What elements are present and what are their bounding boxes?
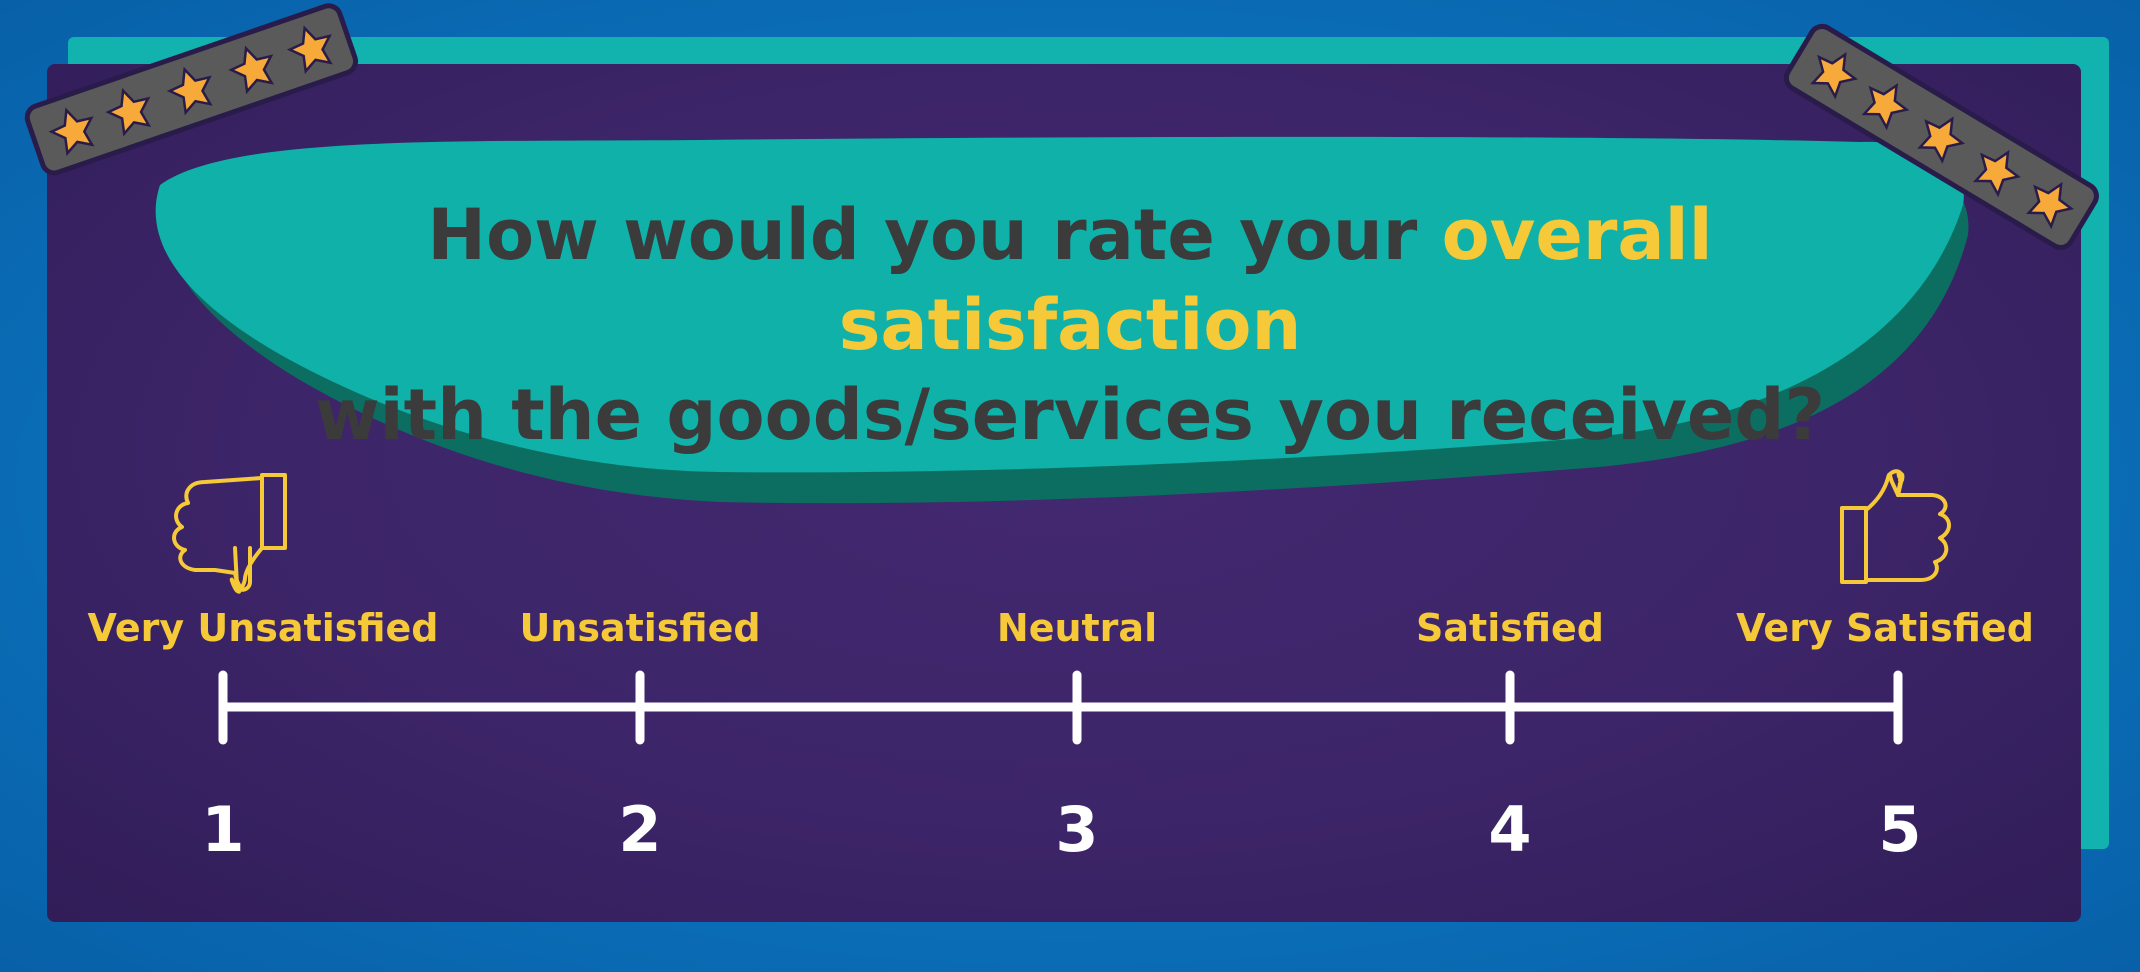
- label-neutral: Neutral: [996, 606, 1158, 650]
- rating-option-4[interactable]: 4: [1488, 793, 1532, 866]
- rating-option-5[interactable]: 5: [1878, 793, 1922, 866]
- label-unsatisfied: Unsatisfied: [519, 606, 761, 650]
- thumbs-up-icon: [1840, 469, 1951, 584]
- star-icon: [166, 66, 213, 116]
- label-satisfied: Satisfied: [1416, 606, 1604, 650]
- star-icon: [2026, 181, 2075, 230]
- star-icon: [1972, 149, 2021, 198]
- star-icon: [48, 107, 95, 157]
- star-ribbon-left: [24, 3, 359, 176]
- star-icon: [1861, 82, 1910, 131]
- star-icon: [228, 45, 275, 95]
- thumbs-down-icon: [172, 473, 287, 594]
- star-icon: [1917, 116, 1966, 164]
- star-icon: [286, 25, 333, 75]
- rating-option-1[interactable]: 1: [201, 793, 245, 866]
- question-highlight: overall satisfaction: [838, 194, 1713, 366]
- star-icon: [105, 87, 152, 137]
- rating-scale: [218, 670, 1903, 745]
- question-bubble: [155, 136, 1964, 473]
- rating-option-3[interactable]: 3: [1055, 793, 1099, 866]
- label-very-unsatisfied: Very Unsatisfied: [87, 606, 439, 650]
- star-ribbon-right: [1783, 23, 2099, 250]
- question-part2: with the goods/services you received?: [314, 374, 1826, 456]
- star-icon: [1810, 52, 1859, 100]
- survey-question: How would you rate your overall satisfac…: [190, 190, 1950, 460]
- question-part1: How would you rate your: [427, 194, 1442, 276]
- label-very-satisfied: Very Satisfied: [1736, 606, 2034, 650]
- rating-option-2[interactable]: 2: [618, 793, 662, 866]
